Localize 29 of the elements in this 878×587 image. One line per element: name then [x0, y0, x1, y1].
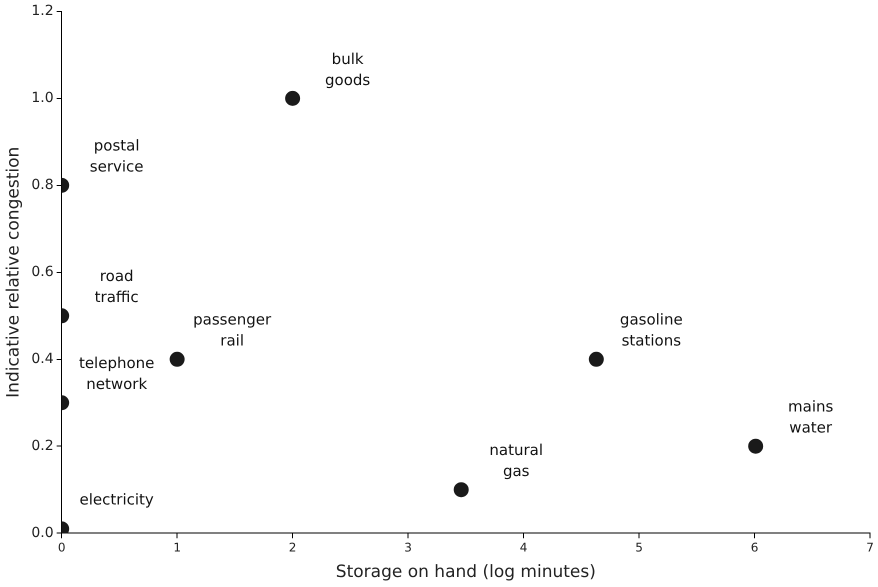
y-tick-label: 0.4: [31, 350, 54, 367]
annotation: passenger rail: [193, 310, 272, 350]
annotation: electricity: [80, 490, 154, 509]
x-tick-label: 3: [404, 540, 412, 555]
annotation: natural gas: [489, 441, 544, 480]
annotation: gasoline stations: [620, 310, 683, 350]
annotation: telephone network: [78, 354, 154, 394]
y-tick-label: 0.2: [31, 438, 54, 454]
x-tick-label: 7: [866, 540, 874, 555]
annotation: road traffic: [94, 267, 139, 306]
y-tick-label: 0.6: [31, 264, 54, 280]
annotation: bulk goods: [325, 50, 370, 89]
annotation: mains water: [788, 398, 834, 437]
point: [588, 352, 604, 367]
y-axis-title: Indicative relative congestion: [4, 146, 24, 398]
point: [454, 482, 469, 498]
y-tick-label: 1.0: [31, 90, 54, 106]
point: [748, 438, 764, 454]
x-tick-label: 0: [58, 540, 66, 555]
y-tick-label: 0.0: [31, 524, 54, 541]
annotation: postal service: [90, 136, 144, 176]
y-tick-label: 1.2: [31, 3, 54, 20]
x-axis-title: Storage on hand (log minutes): [336, 562, 596, 582]
y-tick-label: 0.8: [31, 176, 54, 193]
x-tick-label: 6: [750, 540, 758, 555]
x-tick-label: 5: [635, 540, 643, 555]
x-tick-label: 4: [520, 540, 528, 555]
x-tick-label: 2: [288, 540, 296, 555]
x-tick-label: 1: [173, 540, 181, 555]
